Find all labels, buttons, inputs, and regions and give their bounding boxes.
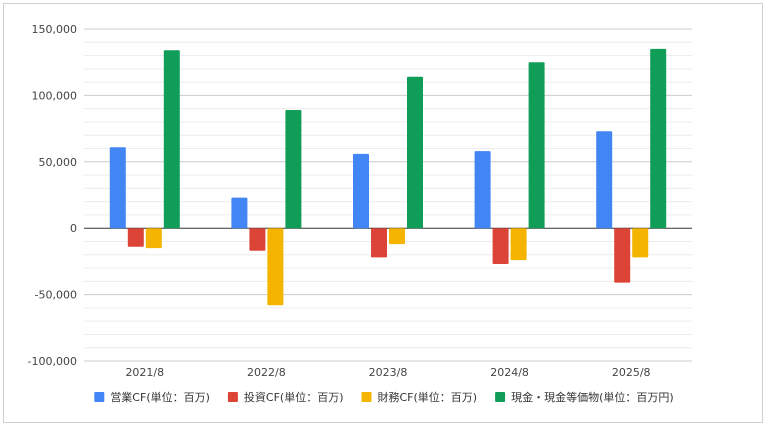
bar-1-2021-8 [109, 147, 126, 229]
legend-item: 投資CF(単位：百万) [227, 390, 344, 404]
y-tick-label: 0 [70, 222, 77, 235]
legend-swatch [94, 392, 105, 402]
bar-2-2021-8 [127, 228, 144, 247]
x-tick-label: 2021/8 [125, 366, 164, 379]
legend-label: 営業CF(単位：百万) [110, 390, 210, 404]
y-axis-ticks: 150,000 100,000 50,000 0 -50,000 -100,000 [28, 23, 77, 368]
x-axis-ticks: 2021/8 2022/8 2023/8 2024/8 2025/8 [125, 366, 650, 379]
y-tick-label: 150,000 [32, 23, 78, 36]
chart-frame [3, 3, 763, 423]
bar-4-2024-8 [528, 62, 545, 229]
x-tick-label: 2023/8 [369, 366, 408, 379]
bar-2-2024-8 [492, 228, 509, 265]
y-tick-label: -100,000 [28, 355, 77, 368]
y-tick-label: 50,000 [39, 156, 78, 169]
legend-item: 現金・現金等価物(単位：百万円) [495, 390, 674, 404]
legend-swatch [495, 392, 506, 402]
bar-1-2024-8 [474, 151, 491, 229]
legend-label: 投資CF(単位：百万) [244, 390, 344, 404]
bar-3-2024-8 [510, 228, 527, 261]
x-tick-label: 2024/8 [490, 366, 529, 379]
bar-3-2023-8 [389, 228, 405, 245]
bar-3-2025-8 [632, 228, 649, 258]
bar-1-2023-8 [353, 153, 369, 229]
legend-swatch [227, 392, 238, 402]
legend-label: 財務CF(単位：百万) [378, 390, 478, 404]
bar-1-2022-8 [231, 197, 248, 229]
bar-1-2025-8 [596, 131, 613, 229]
grid-lines [84, 28, 692, 362]
x-tick-label: 2022/8 [247, 366, 286, 379]
bar-3-2021-8 [145, 228, 162, 249]
bar-3-2022-8 [267, 228, 284, 306]
bar-4-2025-8 [650, 48, 667, 229]
bar-4-2022-8 [285, 110, 302, 229]
legend-item: 財務CF(単位：百万) [361, 390, 478, 404]
legend-item: 営業CF(単位：百万) [94, 390, 210, 404]
legend-label: 現金・現金等価物(単位：百万円) [511, 390, 674, 404]
bar-4-2021-8 [163, 50, 180, 229]
bar-4-2023-8 [407, 76, 423, 229]
legend: 営業CF(単位：百万) 投資CF(単位：百万) 財務CF(単位：百万) 現金・現金等価… [94, 390, 674, 404]
bars [109, 48, 667, 306]
bar-2-2023-8 [371, 228, 387, 258]
bar-2-2022-8 [249, 228, 266, 251]
y-tick-label: -50,000 [35, 289, 77, 302]
x-tick-label: 2025/8 [612, 366, 651, 379]
legend-swatch [361, 392, 372, 402]
y-tick-label: 100,000 [32, 89, 78, 102]
bar-2-2025-8 [614, 228, 631, 283]
